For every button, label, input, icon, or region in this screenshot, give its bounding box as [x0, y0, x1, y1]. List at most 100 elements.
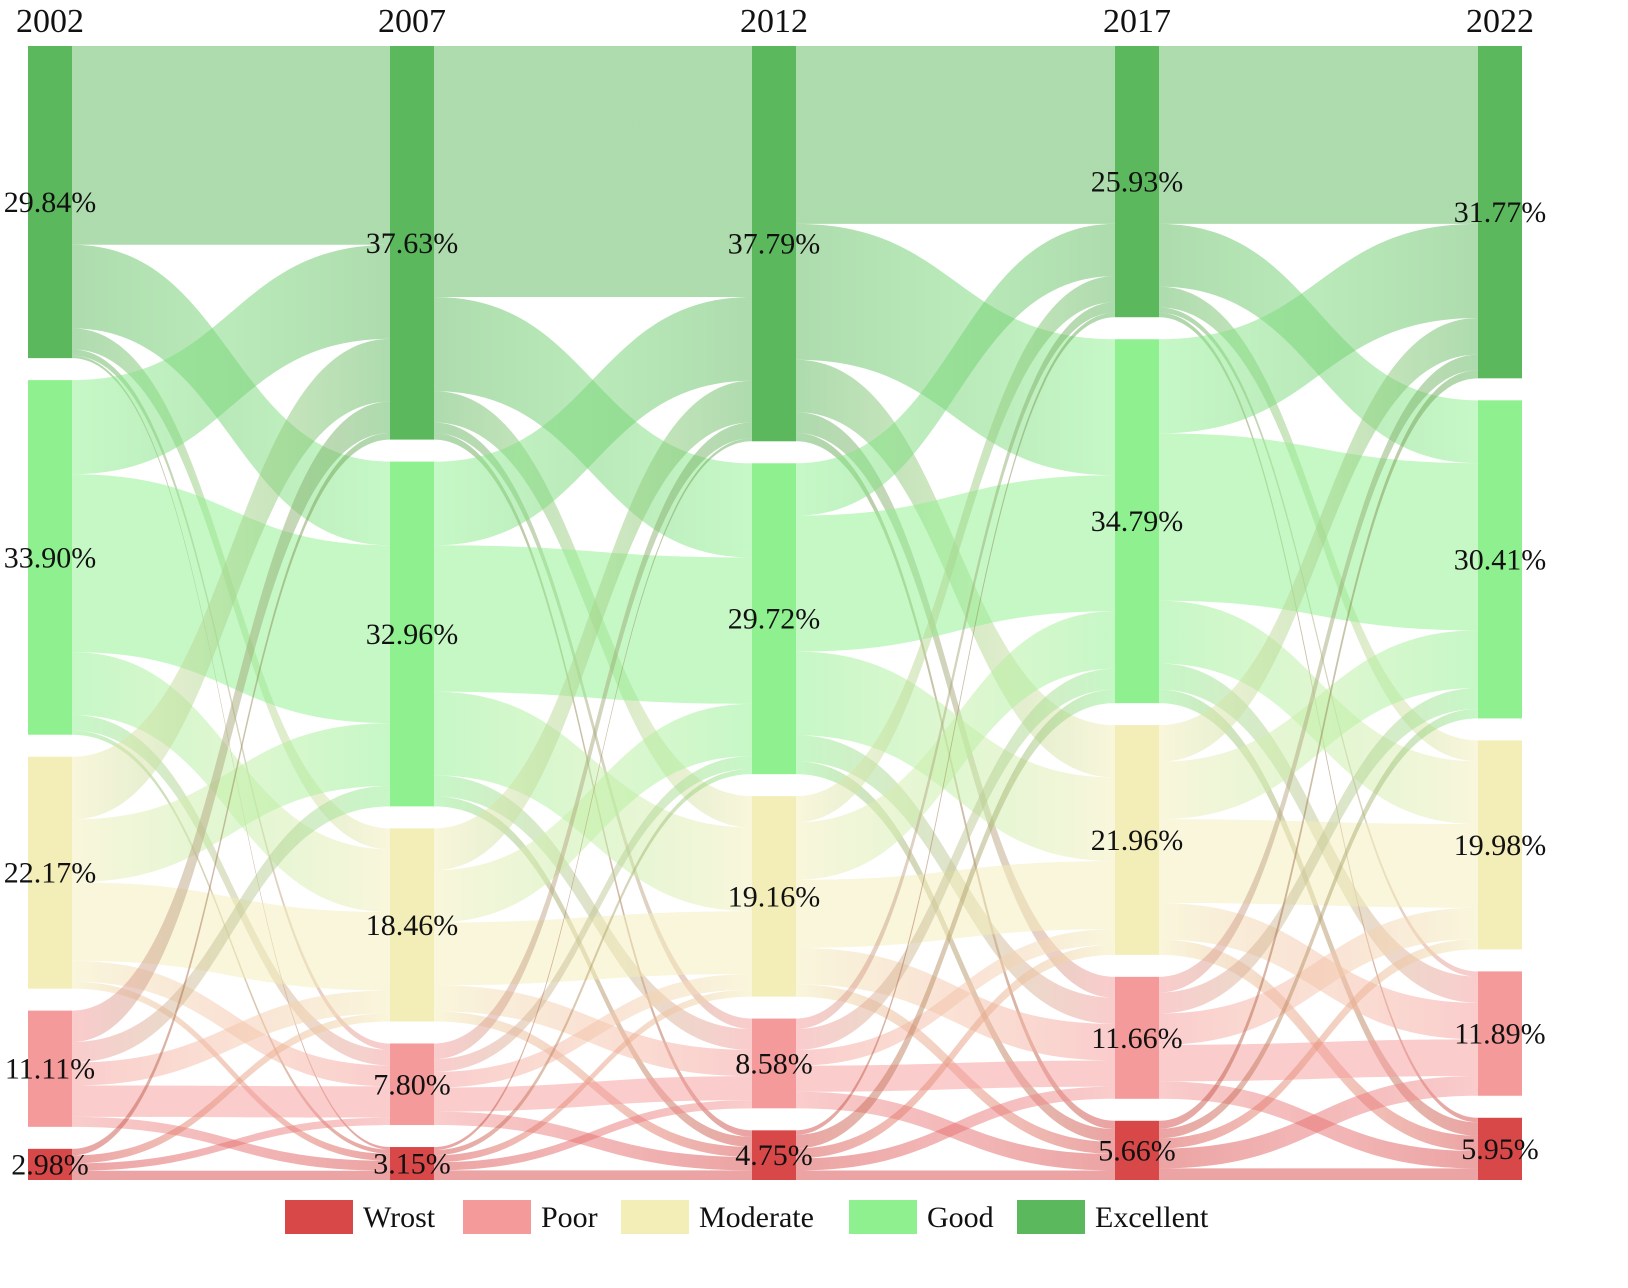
legend-item-moderate: Moderate — [621, 1200, 814, 1234]
link-2002-poor-to-2007-good — [72, 785, 390, 1063]
link-2017-good-to-2022-wrost — [1159, 689, 1478, 1136]
link-2002-moderate-to-2007-wrost — [72, 981, 390, 1161]
link-2007-wrost-to-2012-excellent — [434, 438, 752, 1151]
node-2007-excellent — [390, 46, 434, 440]
link-2002-excellent-to-2007-excellent — [72, 46, 390, 245]
year-label-2002: 2002 — [16, 3, 84, 40]
node-2007-poor — [390, 1043, 434, 1126]
link-2017-wrost-to-2022-good — [1159, 708, 1478, 1139]
link-2017-moderate-to-2022-good — [1159, 630, 1478, 820]
node-2002-poor — [28, 1010, 72, 1127]
node-2017-poor — [1115, 976, 1159, 1099]
link-2012-moderate-to-2017-moderate — [796, 861, 1115, 948]
year-labels-layer: 2002 2007 2012 2017 2022 — [16, 3, 1534, 40]
legend: Wrost Poor Moderate Good Excellent — [285, 1200, 1209, 1234]
node-labels-layer: 29.84% 33.90% 22.17% 11.11% 2.98% 37.63% 32.96… — [4, 166, 1547, 1182]
link-2017-excellent-to-2022-poor — [1159, 307, 1478, 977]
link-2017-excellent-to-2022-excellent — [1159, 46, 1478, 224]
link-2007-excellent-to-2012-excellent — [434, 46, 752, 298]
link-2002-wrost-to-2007-moderate — [72, 1013, 390, 1164]
link-2002-moderate-to-2007-excellent — [72, 338, 390, 820]
link-2007-wrost-to-2012-good — [434, 768, 752, 1156]
link-2012-wrost-to-2017-moderate — [796, 944, 1115, 1159]
node-2022-excellent — [1478, 46, 1522, 379]
node-label-2017-poor: 11.66% — [1091, 1022, 1182, 1055]
legend-swatch-wrost — [285, 1200, 353, 1234]
node-label-2012-poor: 8.58% — [735, 1047, 813, 1080]
link-2017-moderate-to-2022-moderate — [1159, 819, 1478, 908]
link-2017-poor-to-2022-good — [1159, 687, 1478, 1014]
link-2012-good-to-2017-good — [796, 475, 1115, 652]
node-2002-wrost — [28, 1148, 72, 1180]
node-label-2007-good: 32.96% — [366, 618, 459, 651]
link-2012-excellent-to-2017-poor — [796, 412, 1115, 998]
legend-label-wrost: Wrost — [363, 1201, 436, 1234]
link-2002-wrost-to-2007-wrost — [72, 1170, 390, 1180]
link-2007-good-to-2012-excellent — [434, 297, 752, 546]
legend-item-good: Good — [849, 1200, 994, 1234]
link-2007-poor-to-2012-wrost — [434, 1111, 752, 1171]
node-label-2007-wrost: 3.15% — [373, 1148, 451, 1181]
links-layer — [72, 46, 1478, 1180]
link-2017-poor-to-2022-poor — [1159, 1039, 1478, 1082]
legend-swatch-moderate — [621, 1200, 689, 1234]
node-label-2022-good: 30.41% — [1454, 543, 1547, 576]
node-label-2012-wrost: 4.75% — [735, 1139, 813, 1172]
link-2012-good-to-2017-excellent — [796, 223, 1115, 516]
year-label-2012: 2012 — [740, 3, 808, 40]
node-label-2002-poor: 11.11% — [5, 1053, 95, 1086]
node-2017-wrost — [1115, 1120, 1159, 1180]
link-2007-poor-to-2012-poor — [434, 1076, 752, 1112]
link-2007-poor-to-2012-good — [434, 756, 752, 1072]
link-2017-wrost-to-2022-excellent — [1159, 370, 1478, 1129]
link-2017-wrost-to-2022-poor — [1159, 1075, 1478, 1169]
year-label-2017: 2017 — [1103, 3, 1171, 40]
link-2007-wrost-to-2012-poor — [434, 1100, 752, 1171]
node-2022-moderate — [1478, 740, 1522, 950]
node-2012-poor — [752, 1018, 796, 1109]
link-2007-moderate-to-2012-moderate — [434, 911, 752, 986]
link-2002-excellent-to-2007-poor — [72, 349, 390, 1050]
legend-label-excellent: Excellent — [1095, 1201, 1209, 1234]
node-2012-wrost — [752, 1130, 796, 1180]
link-2002-poor-to-2007-excellent — [72, 401, 390, 1042]
node-label-2017-wrost: 5.66% — [1098, 1134, 1176, 1167]
legend-label-poor: Poor — [541, 1201, 598, 1234]
node-2017-good — [1115, 339, 1159, 704]
link-2002-good-to-2007-poor — [72, 714, 390, 1066]
link-2007-poor-to-2012-moderate — [434, 973, 752, 1088]
node-label-2002-wrost: 2.98% — [11, 1148, 89, 1181]
link-2007-excellent-to-2012-poor — [434, 422, 752, 1030]
link-2002-wrost-to-2007-excellent — [72, 433, 390, 1156]
link-2017-wrost-to-2022-moderate — [1159, 939, 1478, 1149]
link-2017-moderate-to-2022-excellent — [1159, 317, 1478, 762]
legend-label-good: Good — [927, 1201, 994, 1234]
node-2007-moderate — [390, 828, 434, 1022]
node-label-2022-wrost: 5.95% — [1461, 1133, 1539, 1166]
node-label-2002-moderate: 22.17% — [4, 857, 97, 890]
link-2012-excellent-to-2017-excellent — [796, 46, 1115, 224]
year-label-2007: 2007 — [378, 3, 446, 40]
link-2007-wrost-to-2012-moderate — [434, 989, 752, 1163]
node-2017-moderate — [1115, 725, 1159, 955]
node-label-2012-moderate: 19.16% — [728, 880, 821, 913]
link-2017-poor-to-2022-moderate — [1159, 907, 1478, 1045]
link-2012-poor-to-2017-excellent — [796, 302, 1115, 1030]
node-2007-wrost — [390, 1147, 434, 1180]
link-2007-wrost-to-2012-wrost — [434, 1170, 752, 1180]
link-2012-poor-to-2017-poor — [796, 1060, 1115, 1092]
link-2012-wrost-to-2017-poor — [796, 1086, 1115, 1171]
link-2002-moderate-to-2007-poor — [72, 960, 390, 1087]
link-2012-moderate-to-2017-excellent — [796, 276, 1115, 823]
legend-item-excellent: Excellent — [1017, 1200, 1209, 1234]
link-2012-moderate-to-2017-good — [796, 611, 1115, 880]
link-2012-wrost-to-2017-excellent — [796, 312, 1115, 1135]
node-label-2007-moderate: 18.46% — [366, 909, 459, 942]
link-2012-wrost-to-2017-good — [796, 689, 1115, 1149]
link-2007-moderate-to-2012-excellent — [434, 380, 752, 871]
link-2012-wrost-to-2017-wrost — [796, 1170, 1115, 1180]
legend-item-poor: Poor — [463, 1200, 598, 1234]
node-2017-excellent — [1115, 46, 1159, 318]
node-label-2002-excellent: 29.84% — [4, 186, 97, 219]
